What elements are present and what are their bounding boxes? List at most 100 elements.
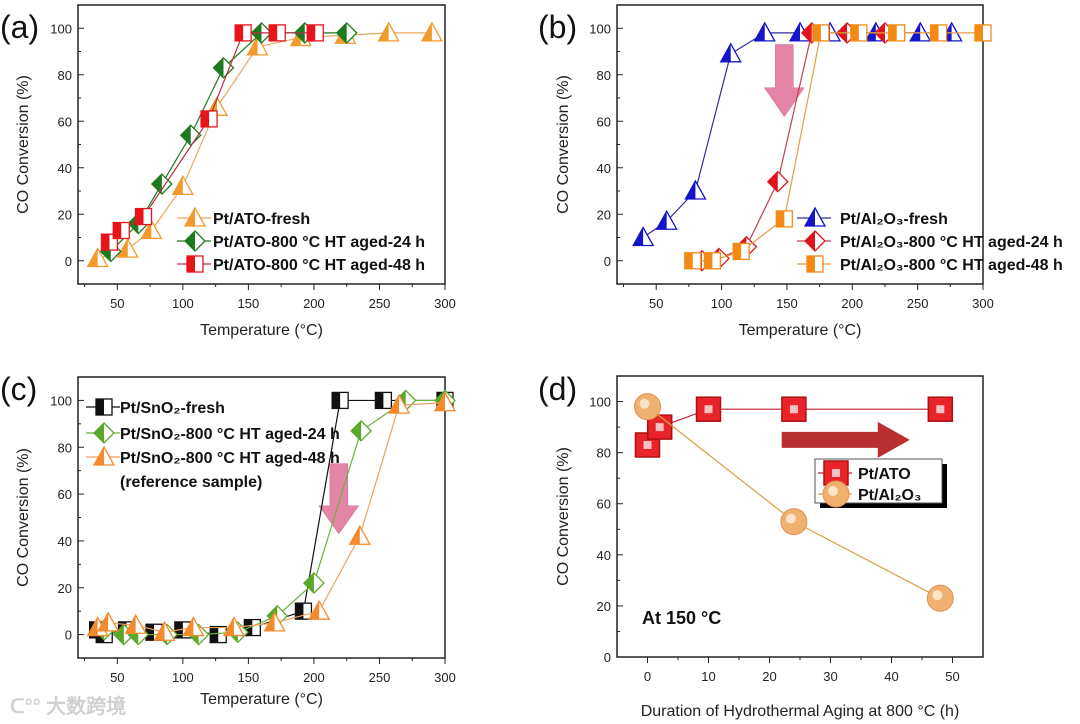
data-point-fill	[767, 171, 778, 192]
data-point-fill	[349, 526, 360, 545]
x-axis-title: Temperature (°C)	[739, 322, 862, 339]
x-tick-label: 100	[711, 296, 733, 311]
data-point-fill	[309, 601, 320, 620]
panel-d: (d) 0 20 40 60 80 100 0 10 20 30 40 50 Duration of Hy…	[538, 371, 984, 720]
legend-label: Pt/ATO-800 °C HT aged-48 h	[213, 257, 425, 274]
x-tick-label: 200	[841, 296, 863, 311]
y-tick-label: 0	[65, 628, 72, 643]
data-point-fill	[264, 612, 275, 631]
data-point-fill	[332, 392, 341, 409]
data-point-fill	[975, 24, 983, 41]
legend-label: Pt/ATO-800 °C HT aged-24 h	[213, 234, 425, 251]
right-arrow-icon	[781, 421, 910, 458]
x-tick-label: 300	[434, 296, 456, 311]
x-tick-label: 50	[110, 670, 124, 685]
x-tick-label: 20	[762, 669, 776, 684]
x-axis-title: Temperature (°C)	[200, 322, 323, 339]
data-point-fill	[351, 420, 362, 441]
data-point-fill	[154, 622, 165, 641]
legend-marker-highlight	[832, 469, 840, 477]
legend-marker-fill	[807, 256, 815, 272]
watermark-logo-icon: ᑕ°°	[10, 696, 41, 718]
data-point-highlight	[643, 440, 652, 449]
x-tick-label: 200	[303, 296, 325, 311]
legend: Pt/SnO₂-fresh Pt/SnO₂-800 °C HT aged-24 h…	[86, 398, 340, 491]
data-point-fill	[720, 43, 731, 62]
data-point-fill	[850, 24, 859, 41]
legend-marker-fill	[805, 208, 815, 226]
legend-marker-highlight	[828, 486, 838, 496]
legend-label: Pt/SnO₂-fresh	[120, 400, 225, 417]
panel-label: (c)	[0, 371, 37, 407]
legend-marker-fill	[805, 231, 815, 251]
y-tick-label: 100	[50, 393, 72, 408]
legend: Pt/ATO-fresh Pt/ATO-800 °C HT aged-24 h Pt…	[177, 206, 425, 274]
panel-label: (b)	[538, 9, 577, 45]
series-0	[634, 396, 954, 458]
x-tick-label: 300	[972, 296, 994, 311]
data-point-fill	[172, 176, 183, 195]
down-arrow-icon	[763, 44, 805, 118]
legend-label: Pt/ATO-fresh	[213, 211, 310, 228]
x-axis-title: Temperature (°C)	[200, 691, 323, 708]
data-point-fill	[776, 210, 785, 227]
data-point-fill	[790, 22, 800, 41]
data-point-fill	[235, 24, 244, 41]
data-point-fill	[303, 573, 314, 594]
data-point-highlight	[936, 405, 945, 414]
watermark-text: 大数跨境	[46, 696, 127, 718]
y-axis-title: CO Conversion (%)	[555, 75, 572, 214]
y-tick-label: 60	[597, 114, 611, 129]
y-tick-label: 40	[597, 161, 611, 176]
data-point-fill	[269, 24, 278, 41]
panel-b: (b) 0 20 40 60 80 100 50 100 150 200 250 300 Temperat…	[538, 4, 1063, 339]
data-point-fill	[87, 617, 98, 636]
data-point-fill	[247, 36, 258, 55]
legend: Pt/ATO Pt/Al₂O₃	[814, 458, 947, 508]
data-point-fill	[151, 174, 162, 195]
x-tick-label: 10	[701, 669, 715, 684]
legend-label: Pt/Al₂O₃-800 °C HT aged-48 h	[840, 257, 1063, 274]
watermark: ᑕ°° 大数跨境	[10, 690, 126, 719]
data-point-fill	[910, 22, 921, 41]
data-point-fill	[435, 392, 445, 411]
data-point-fill	[888, 24, 897, 41]
legend-marker-fill	[96, 399, 104, 415]
data-point-fill	[101, 234, 110, 251]
x-tick-label: 250	[907, 296, 929, 311]
x-tick-label: 0	[644, 669, 651, 684]
x-tick-label: 150	[238, 670, 260, 685]
y-tick-label: 0	[65, 254, 72, 269]
legend-marker-fill	[94, 423, 104, 443]
data-point-fill	[87, 248, 98, 267]
data-point-fill	[213, 57, 224, 78]
panel-label: (a)	[0, 9, 39, 45]
data-point-fill	[113, 624, 124, 645]
data-point-highlight	[655, 423, 664, 432]
data-point-fill	[210, 626, 219, 643]
y-tick-label: 100	[50, 21, 72, 36]
data-point-fill	[146, 624, 155, 641]
y-tick-label: 40	[58, 161, 72, 176]
legend: Pt/Al₂O₃-fresh Pt/Al₂O₃-800 °C HT aged-24…	[797, 206, 1063, 274]
y-tick-label: 60	[58, 487, 72, 502]
x-tick-label: 40	[884, 669, 898, 684]
legend-label: Pt/SnO₂-800 °C HT aged-24 h	[120, 426, 340, 443]
data-point-fill	[421, 22, 432, 41]
y-axis-title: CO Conversion (%)	[555, 447, 572, 586]
data-point-fill	[336, 22, 347, 43]
y-tick-label: 0	[604, 254, 611, 269]
legend-label: Pt/ATO	[858, 466, 911, 483]
legend-label: Pt/SnO₂-800 °C HT aged-48 h	[120, 450, 340, 467]
data-point-fill	[307, 24, 316, 41]
y-tick-label: 20	[597, 599, 611, 614]
x-tick-label: 50	[110, 296, 124, 311]
x-tick-label: 100	[172, 296, 194, 311]
data-point-fill	[125, 615, 136, 634]
y-tick-label: 20	[58, 581, 72, 596]
x-tick-label: 100	[172, 670, 194, 685]
panel-a: (a) 0 20 40 60 80 100 50 100 150 200 250 300 Temperat…	[0, 4, 456, 339]
y-tick-label: 20	[58, 207, 72, 222]
legend-note: (reference sample)	[120, 474, 262, 491]
